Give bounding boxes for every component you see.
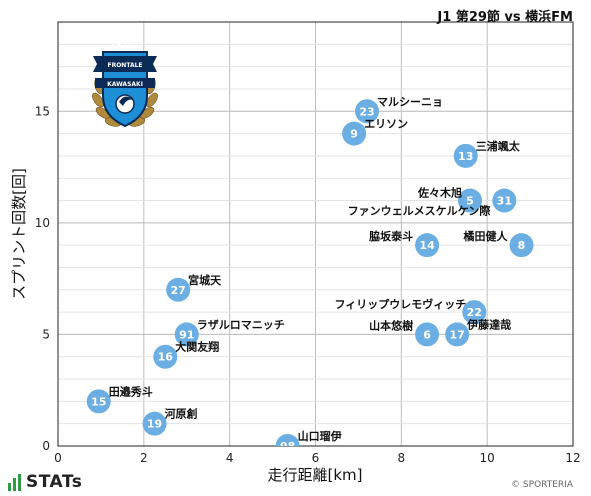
y-axis-label: スプリント回数[回] xyxy=(10,168,28,300)
y-tick-label: 15 xyxy=(35,104,50,118)
point-number-label: 13 xyxy=(458,150,473,163)
chart-title: J1 第29節 vs 横浜FM xyxy=(437,10,573,25)
point-name-label: マルシーニョ xyxy=(377,95,443,108)
data-point xyxy=(355,99,379,124)
data-point xyxy=(445,322,470,347)
point-number-label: 19 xyxy=(147,418,162,431)
x-tick-label: 6 xyxy=(312,451,320,465)
data-point xyxy=(492,188,517,213)
point-name-label: 脇坂泰斗 xyxy=(369,229,413,243)
brand-text: STATs xyxy=(26,472,83,492)
x-tick-label: 0 xyxy=(54,451,62,465)
point-number-label: 27 xyxy=(171,284,186,297)
point-name-label: エリソン xyxy=(364,118,408,131)
y-tick-label: 0 xyxy=(42,439,50,453)
stats-brand-logo: STATs xyxy=(8,472,82,492)
point-number-label: 17 xyxy=(449,328,464,341)
point-name-label: 大関友翔 xyxy=(175,340,219,354)
data-point xyxy=(174,322,199,347)
point-number-label: 16 xyxy=(158,351,174,364)
point-name-label: ラザルロマニッチ xyxy=(197,318,285,331)
point-number-label: 9 xyxy=(350,128,358,141)
logo-mid-text: KAWASAKI xyxy=(107,81,143,88)
point-name-label: 伊藤達哉 xyxy=(466,317,511,331)
data-point xyxy=(462,300,487,325)
point-number-label: 5 xyxy=(466,195,474,208)
y-tick-label: 5 xyxy=(42,327,50,341)
data-point xyxy=(86,389,111,414)
data-point xyxy=(509,233,534,258)
axis-ticks: 0 2 4 6 8 10 12 0 5 10 15 xyxy=(35,104,581,465)
logo-top-text: FRONTALE xyxy=(107,62,142,69)
point-number-label: 15 xyxy=(91,395,106,408)
point-name-label: 橘田健人 xyxy=(463,229,509,243)
x-tick-label: 4 xyxy=(226,451,234,465)
point-name-label: 山本悠樹 xyxy=(369,318,413,332)
data-point xyxy=(415,233,440,258)
point-name-label: フィリップウレモヴィッチ xyxy=(335,297,467,311)
x-tick-label: 8 xyxy=(398,451,406,465)
plot-frame xyxy=(57,21,574,447)
y-tick-label: 10 xyxy=(35,216,50,230)
data-point xyxy=(415,322,440,347)
point-name-label: ファンウェルメスケルケン際 xyxy=(348,204,492,218)
point-name-label: 河原創 xyxy=(165,407,198,421)
point-number-label: 31 xyxy=(497,195,512,208)
data-point xyxy=(166,277,191,302)
x-tick-label: 12 xyxy=(565,451,580,465)
point-number-label: 8 xyxy=(518,239,526,252)
point-number-label: 23 xyxy=(359,105,374,118)
point-name-label: 山口瑠伊 xyxy=(298,429,342,443)
point-number-label: 98 xyxy=(280,440,295,453)
point-name-label: 宮城天 xyxy=(188,273,222,287)
point-number-label: 14 xyxy=(419,239,435,252)
data-point xyxy=(153,344,178,369)
x-axis-label: 走行距離[km] xyxy=(267,466,362,484)
point-name-label: 三浦颯太 xyxy=(476,139,521,153)
copyright-text: © SPORTERIA xyxy=(511,480,573,490)
data-point xyxy=(453,143,478,168)
data-point xyxy=(458,188,482,213)
data-point xyxy=(275,434,300,446)
point-number-label: 22 xyxy=(467,306,482,319)
point-name-label: 田邉秀斗 xyxy=(109,384,153,398)
data-point xyxy=(342,121,367,146)
x-tick-label: 2 xyxy=(140,451,148,465)
x-tick-label: 10 xyxy=(480,451,495,465)
club-crest-logo: FRONTALE KAWASAKI xyxy=(92,41,158,128)
point-number-label: 91 xyxy=(179,328,194,341)
point-name-label: 佐々木旭 xyxy=(417,186,462,200)
point-number-label: 6 xyxy=(423,328,431,341)
data-point xyxy=(142,411,167,436)
brand-bars-icon xyxy=(8,473,21,491)
